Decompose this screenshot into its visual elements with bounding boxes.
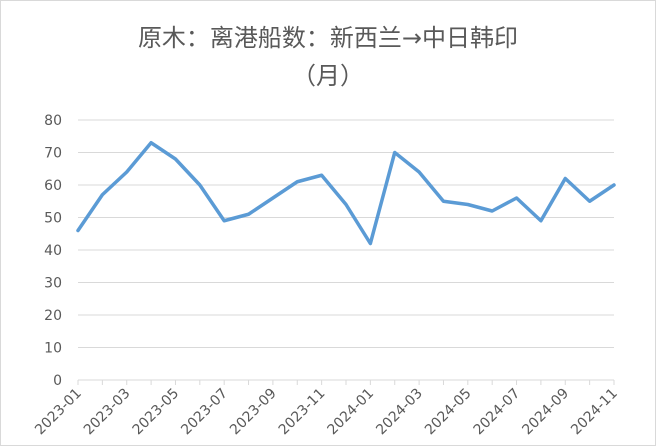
chart-title: （月） bbox=[292, 62, 364, 90]
y-tick-label: 0 bbox=[53, 373, 62, 389]
y-tick-label: 30 bbox=[44, 276, 62, 292]
y-tick-label: 20 bbox=[44, 308, 62, 324]
y-tick-label: 40 bbox=[44, 243, 62, 259]
y-tick-label: 80 bbox=[44, 113, 62, 129]
chart-title: 原木：离港船数：新西兰→中日韩印 bbox=[138, 24, 518, 52]
y-tick-label: 10 bbox=[44, 341, 62, 357]
y-tick-label: 50 bbox=[44, 211, 62, 227]
y-tick-label: 70 bbox=[44, 146, 62, 162]
y-tick-label: 60 bbox=[44, 178, 62, 194]
line bbox=[76, 141, 616, 246]
